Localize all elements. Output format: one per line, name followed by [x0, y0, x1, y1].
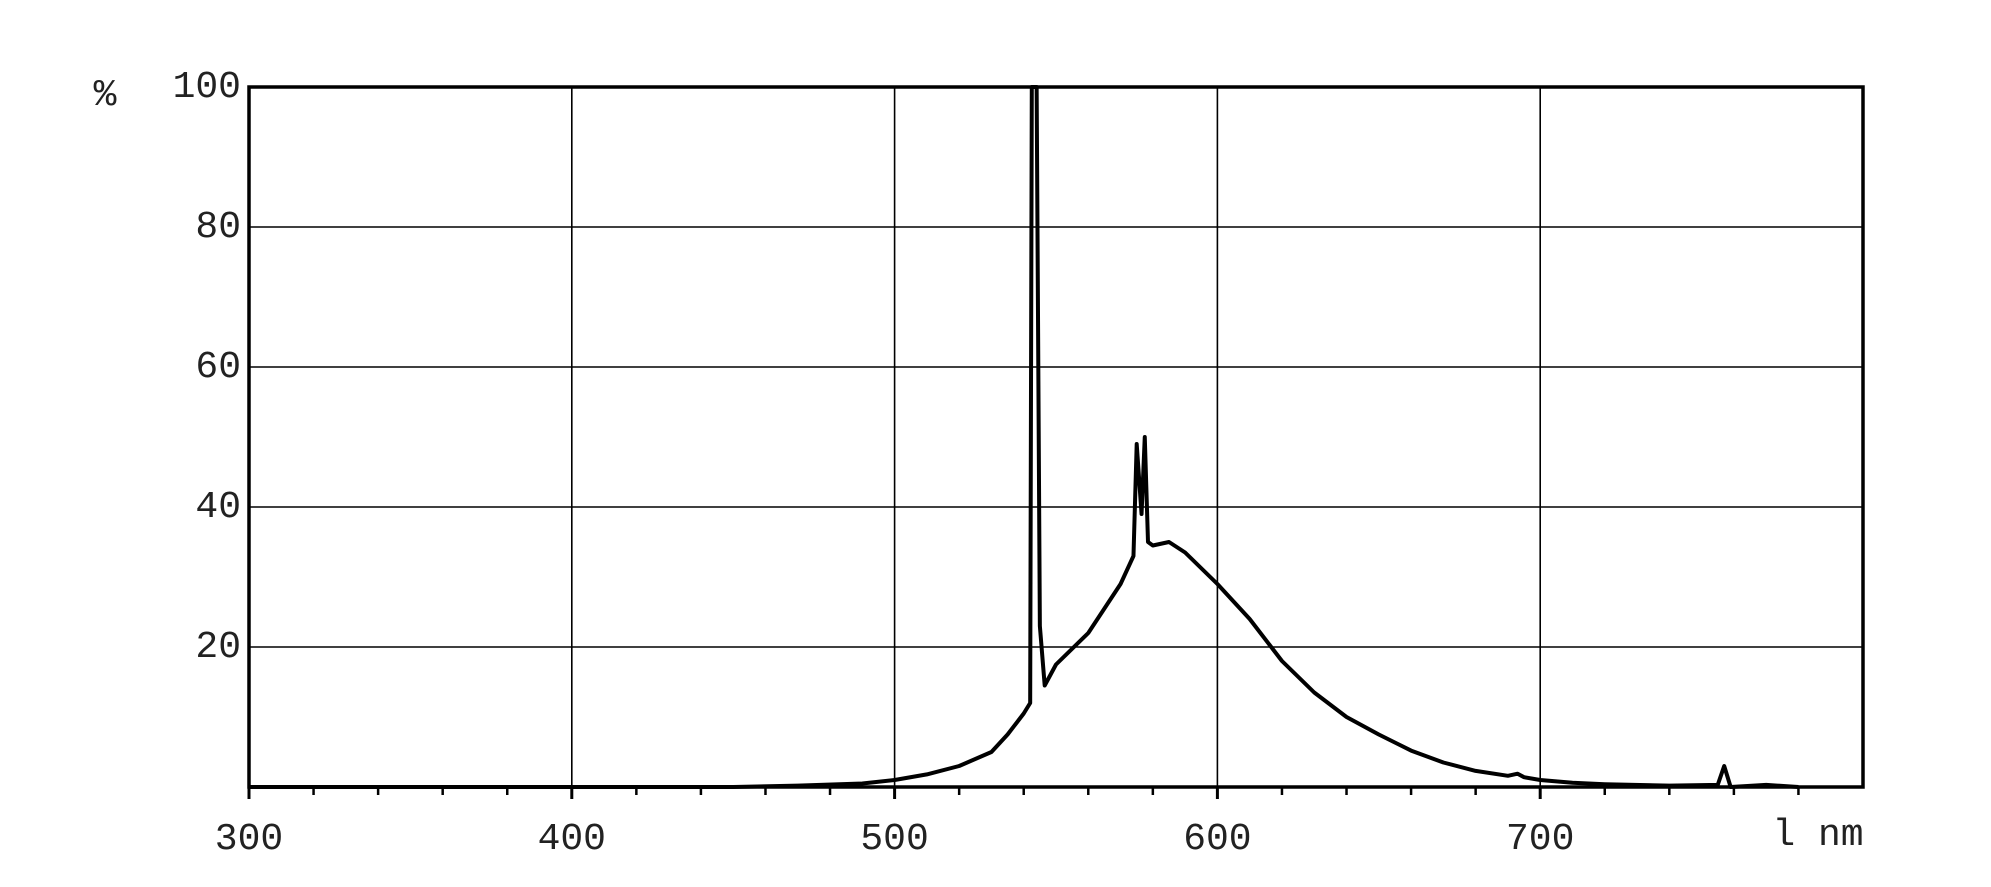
x-tick-label: 600 [1183, 818, 1251, 861]
spectrum-line [249, 85, 1799, 789]
x-axis-label: l nm [1772, 814, 1863, 857]
plot-frame [247, 85, 1865, 789]
x-tick-label: 300 [215, 818, 283, 861]
y-tick-label: 40 [195, 486, 241, 529]
y-axis-label: % [94, 74, 117, 117]
x-tick-label: 400 [538, 818, 606, 861]
y-tick-label: 60 [195, 346, 241, 389]
y-tick-label: 20 [195, 626, 241, 669]
x-tick-label: 500 [860, 818, 928, 861]
y-tick-label: 80 [195, 206, 241, 249]
x-tick-label: 700 [1506, 818, 1574, 861]
y-tick-label: 100 [173, 66, 241, 109]
